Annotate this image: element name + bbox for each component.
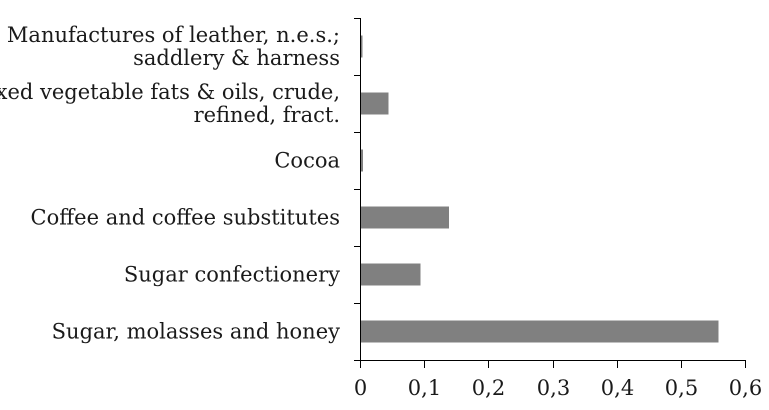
category-label-line: Manufactures of leather, n.e.s.; [7, 23, 340, 47]
bar [361, 206, 449, 229]
category-label-line: Cocoa [274, 149, 340, 173]
category-label: Cocoa [274, 149, 340, 173]
category-label: Sugar, molasses and honey [52, 320, 340, 344]
x-axis-ticks [360, 360, 746, 368]
x-tick-label: 0,1 [408, 376, 441, 400]
bar [361, 149, 363, 172]
category-label-line: Coffee and coffee substitutes [31, 206, 340, 230]
x-tick-label: 0,5 [665, 376, 698, 400]
category-labels: Manufactures of leather, n.e.s.; saddlery… [0, 23, 340, 344]
x-tick-label: 0,2 [472, 376, 505, 400]
category-label: Sugar confectionery [124, 263, 340, 287]
x-tick-label: 0,4 [601, 376, 634, 400]
y-axis-ticks [354, 18, 360, 361]
category-label: Coffee and coffee substitutes [31, 206, 340, 230]
category-label-line: Fixed vegetable fats & oils, crude, [0, 80, 340, 104]
x-tick-label: 0 [354, 376, 367, 400]
category-label-line: saddlery & harness [133, 46, 340, 70]
category-label-line: Sugar, molasses and honey [52, 320, 340, 344]
bar [361, 320, 719, 343]
bar [361, 35, 363, 58]
x-tick-labels: 0 0,1 0,2 0,3 0,4 0,5 0,6 [354, 376, 762, 400]
x-tick-label: 0,3 [537, 376, 570, 400]
bar [361, 92, 389, 115]
category-label: Fixed vegetable fats & oils, crude, refin… [0, 80, 340, 127]
category-label: Manufactures of leather, n.e.s.; saddlery… [7, 23, 340, 70]
category-label-line: refined, fract. [194, 103, 340, 127]
bars-layer [361, 35, 719, 343]
axes-layer [360, 18, 745, 361]
x-tick-label: 0,6 [729, 376, 762, 400]
category-label-line: Sugar confectionery [124, 263, 340, 287]
bar [361, 263, 421, 286]
